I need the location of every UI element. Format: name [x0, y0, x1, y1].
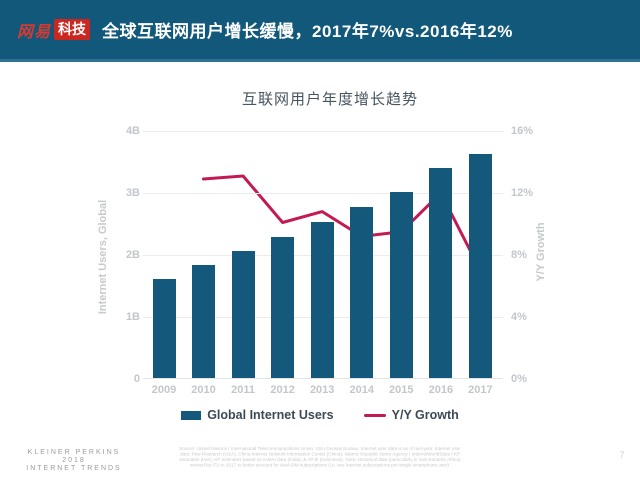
source-line: estimates (Iran), KP estimates based on … [179, 456, 461, 463]
legend-item: Y/Y Growth [363, 408, 459, 422]
page-title: 全球互联网用户增长缓慢，2017年7%vs.2016年12% [102, 22, 513, 41]
right-axis-tick: 16% [511, 125, 534, 137]
right-axis-tick: 0% [511, 373, 527, 385]
right-axis-tick: 4% [511, 311, 527, 323]
gridline [143, 131, 503, 132]
left-axis-tick: 0 [133, 373, 140, 385]
source-line: revised by ITU in 2017 to better account… [189, 462, 451, 468]
bar-2010 [192, 265, 216, 378]
bar-2009 [152, 278, 176, 378]
plot-area [143, 120, 503, 379]
x-axis-label-2014: 2014 [349, 384, 374, 396]
left-axis-tick: 3B [125, 187, 140, 199]
x-axis-label-2009: 2009 [151, 384, 177, 396]
left-axis-tick: 1B [125, 311, 140, 323]
right-axis-tick: 8% [511, 249, 527, 261]
x-axis-label-2015: 2015 [389, 384, 414, 396]
legend-label: Global Internet Users [207, 408, 334, 422]
x-axis-label-2010: 2010 [191, 384, 216, 396]
netease-tech-logo: 网易 科技 [17, 18, 91, 42]
branding-line: 2018 [62, 457, 86, 465]
x-axis-label-2016: 2016 [428, 384, 454, 396]
tech-logo-badge: 科技 [54, 19, 91, 40]
bar-2015 [389, 192, 413, 378]
chart-legend: Global Internet Users Y/Y Growth [0, 408, 640, 422]
bar-2012 [271, 237, 295, 378]
bar-2013 [310, 221, 334, 378]
branding-line: INTERNET TRENDS [26, 465, 122, 473]
x-axis-label-2011: 2011 [231, 384, 256, 396]
right-axis-tick: 12% [511, 187, 534, 199]
left-axis-tick: 4B [125, 125, 140, 137]
source-line: Source: United Nations / International T… [179, 446, 461, 452]
legend-label: Y/Y Growth [391, 408, 459, 422]
bar-2011 [231, 250, 255, 378]
legend-line-swatch [363, 413, 386, 417]
legend-bar-swatch [181, 410, 202, 420]
netease-logo-text: 网易 [17, 23, 52, 41]
legend-item: Global Internet Users [181, 408, 334, 422]
gridline [143, 193, 503, 194]
header-bar: 网易 科技 全球互联网用户增长缓慢，2017年7%vs.2016年12% [0, 0, 640, 62]
source-line: data: Pew Research (USA), China Internet… [180, 451, 460, 457]
branding-line: KLEINER PERKINS [27, 449, 121, 456]
x-axis-label-2012: 2012 [270, 384, 295, 396]
bar-2016 [429, 168, 453, 378]
kleiner-perkins-branding: KLEINER PERKINS 2018 INTERNET TRENDS [8, 449, 140, 473]
source-note: Source: United Nations / International T… [134, 446, 505, 468]
page-number: 7 [619, 450, 625, 460]
left-axis-tick: 2B [125, 249, 140, 261]
x-axis-label-2017: 2017 [468, 384, 493, 396]
x-axis-label-2013: 2013 [309, 384, 335, 396]
chart-title: 互联网用户年度增长趋势 [241, 91, 418, 108]
bar-2014 [350, 206, 374, 378]
gridline [143, 378, 503, 379]
bar-2017 [468, 153, 492, 378]
